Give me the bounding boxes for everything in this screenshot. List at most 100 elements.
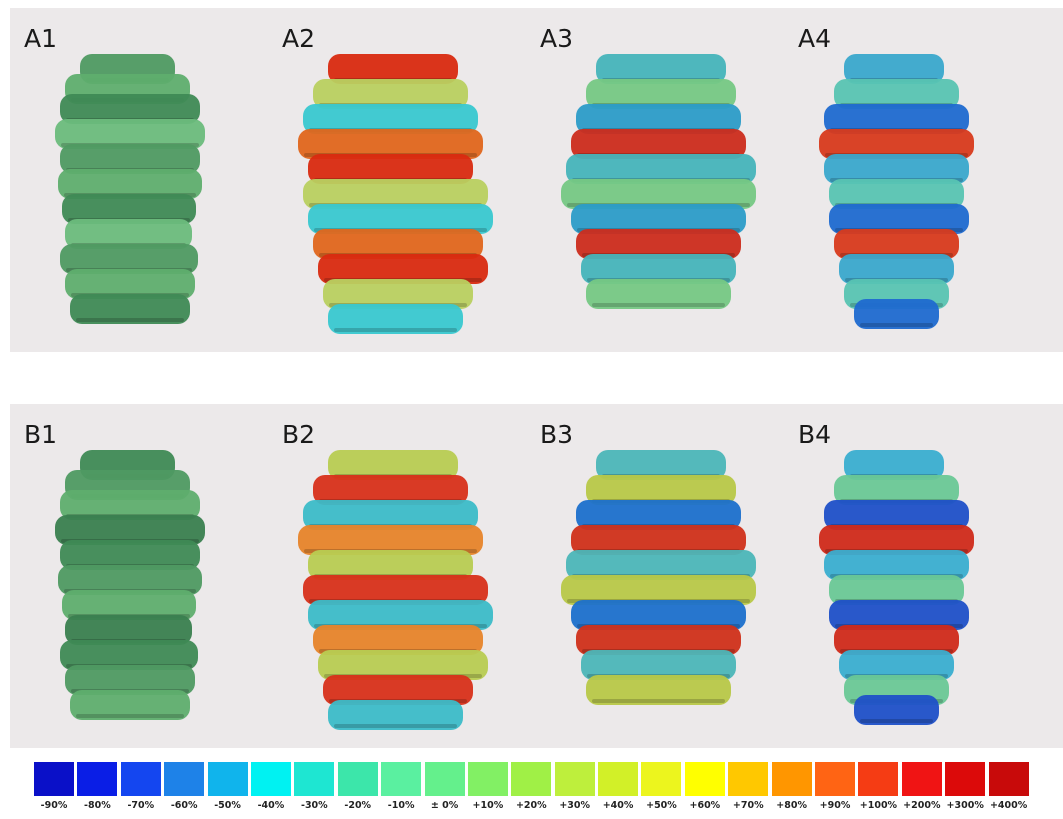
legend-tick-label: +400% bbox=[989, 800, 1028, 811]
organ-slab bbox=[561, 179, 756, 209]
organ-slab bbox=[829, 600, 969, 630]
organ-slab bbox=[596, 54, 726, 84]
panel-label: A3 bbox=[540, 24, 574, 53]
organ-slab bbox=[313, 475, 468, 505]
organ-slab-shadow bbox=[860, 323, 933, 327]
panel-b1: B1 bbox=[10, 404, 268, 748]
legend-swatch bbox=[120, 762, 161, 796]
legend-swatch bbox=[424, 762, 465, 796]
panel-a4: A4 bbox=[784, 8, 1042, 352]
organ-slab bbox=[576, 625, 741, 655]
panel-a2: A2 bbox=[268, 8, 526, 352]
organ-slab bbox=[298, 525, 483, 555]
organ-slab bbox=[576, 229, 741, 259]
organ-slab bbox=[55, 119, 205, 149]
panel-b3: B3 bbox=[526, 404, 784, 748]
organ-slab bbox=[586, 475, 736, 505]
row-b: B1 B2 B3 B4 bbox=[10, 404, 1063, 748]
legend-tick-label: -70% bbox=[127, 800, 155, 811]
organ-slab bbox=[839, 650, 954, 680]
organ-slab bbox=[328, 54, 458, 84]
legend-swatch bbox=[728, 762, 769, 796]
organ-slab bbox=[819, 525, 974, 555]
organ-slab bbox=[65, 665, 195, 695]
legend-tick-label: +90% bbox=[819, 800, 851, 811]
panel-label: A4 bbox=[798, 24, 832, 53]
legend-tick-label: +80% bbox=[776, 800, 807, 811]
organ-slab bbox=[70, 294, 190, 324]
organ-slab bbox=[65, 269, 195, 299]
legend-swatch bbox=[511, 762, 552, 796]
organ-slab bbox=[571, 129, 746, 159]
organ-slab bbox=[581, 254, 736, 284]
legend-swatch bbox=[294, 762, 335, 796]
panel-label: A2 bbox=[282, 24, 316, 53]
legend-swatch bbox=[988, 762, 1029, 796]
organ-slab bbox=[328, 304, 463, 334]
organ-slab-shadow bbox=[334, 328, 457, 332]
organ-slab bbox=[60, 540, 200, 570]
organ-slab bbox=[313, 229, 483, 259]
legend-tick-label: +70% bbox=[732, 800, 764, 811]
legend-tick-label: +300% bbox=[946, 800, 984, 811]
legend-tick-label: -20% bbox=[344, 800, 372, 811]
legend-tick-label: +30% bbox=[559, 800, 591, 811]
legend-tick-label: -50% bbox=[214, 800, 241, 811]
organ-slab-shadow bbox=[334, 724, 457, 728]
organ-slab bbox=[303, 104, 478, 134]
panel-b4: B4 bbox=[784, 404, 1042, 748]
organ-slab bbox=[829, 204, 969, 234]
organ-slab bbox=[58, 565, 202, 595]
organ-slab bbox=[571, 600, 746, 630]
organ-slab bbox=[328, 700, 463, 730]
legend-swatch bbox=[901, 762, 942, 796]
legend-tick-label: -10% bbox=[387, 800, 415, 811]
legend-tick-label: -60% bbox=[170, 800, 198, 811]
panel-label: B4 bbox=[798, 420, 832, 449]
organ-slab bbox=[55, 515, 205, 545]
organ-slab bbox=[308, 154, 473, 184]
panel-a1: A1 bbox=[10, 8, 268, 352]
panel-label: B2 bbox=[282, 420, 316, 449]
legend-swatch bbox=[945, 762, 986, 796]
legend-tick-label: +50% bbox=[646, 800, 677, 811]
legend-swatch bbox=[467, 762, 508, 796]
organ-slab bbox=[824, 104, 969, 134]
organ-slab bbox=[328, 450, 458, 480]
organ-slab bbox=[308, 204, 493, 234]
organ-slab bbox=[586, 79, 736, 109]
organ-slab-shadow bbox=[592, 303, 725, 307]
organ-slab bbox=[318, 254, 488, 284]
organ-slab bbox=[576, 500, 741, 530]
panel-label: A1 bbox=[24, 24, 58, 53]
panel-label: B3 bbox=[540, 420, 574, 449]
organ-slab bbox=[824, 154, 969, 184]
row-a: A1 A2 A3 A4 bbox=[10, 8, 1063, 352]
legend-swatch bbox=[34, 762, 74, 796]
organ-render-a1 bbox=[55, 54, 205, 324]
organ-slab bbox=[303, 575, 488, 605]
organ-slab bbox=[854, 695, 939, 725]
panel-label: B1 bbox=[24, 420, 58, 449]
organ-slab bbox=[561, 575, 756, 605]
organ-slab bbox=[581, 650, 736, 680]
legend-tick-label: +100% bbox=[859, 800, 898, 811]
organ-slab bbox=[824, 500, 969, 530]
organ-slab bbox=[839, 254, 954, 284]
legend-tick-label: -90% bbox=[40, 800, 68, 811]
legend-tick-label: +20% bbox=[515, 800, 547, 811]
organ-slab-shadow bbox=[76, 318, 184, 322]
organ-slab bbox=[819, 129, 974, 159]
legend-tick-label: +10% bbox=[472, 800, 504, 811]
organ-slab bbox=[829, 575, 964, 605]
organ-slab bbox=[60, 144, 200, 174]
organ-slab bbox=[323, 675, 473, 705]
legend-tick-label: +60% bbox=[689, 800, 721, 811]
organ-slab bbox=[834, 625, 959, 655]
organ-slab bbox=[318, 650, 488, 680]
color-scale-legend: -90% -80% -70% -60% -50% -40% -30% -20% -10% ± 0%… bbox=[34, 762, 1032, 812]
organ-slab bbox=[834, 475, 959, 505]
organ-slab bbox=[65, 615, 192, 645]
organ-render-a3 bbox=[561, 54, 756, 309]
organ-slab bbox=[323, 279, 473, 309]
